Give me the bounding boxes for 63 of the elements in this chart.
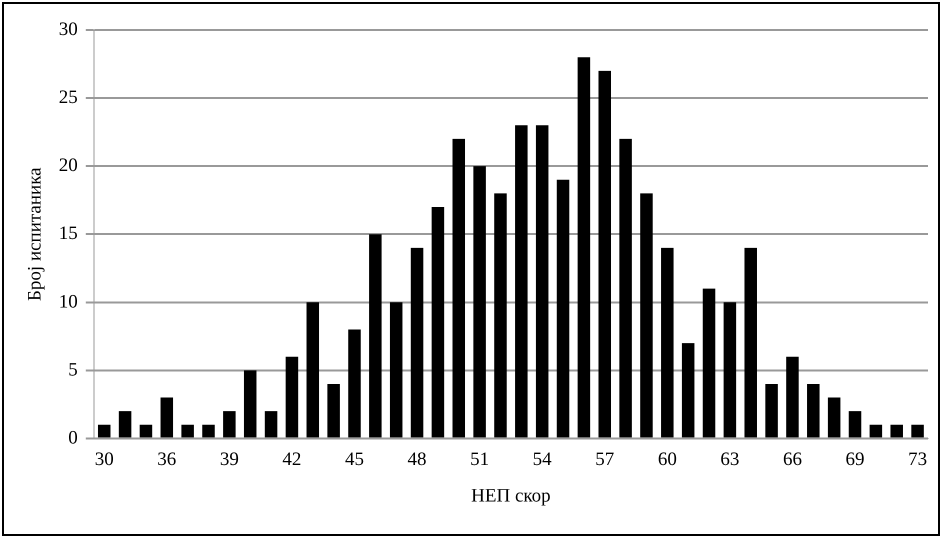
y-tick-label: 10 (58, 291, 78, 312)
bar (348, 329, 361, 438)
bar (515, 125, 528, 438)
bar (494, 193, 507, 438)
bar (786, 356, 799, 438)
x-tick-label: 66 (782, 448, 802, 470)
y-tick-label: 30 (58, 18, 78, 40)
bar (661, 248, 674, 438)
bar (181, 424, 194, 438)
bar (369, 234, 382, 438)
y-axis-title: Број испитаника (24, 166, 46, 301)
bar (724, 302, 736, 438)
y-tick-label: 0 (68, 427, 78, 448)
y-tick-label: 5 (68, 359, 78, 380)
x-tick-label: 39 (220, 448, 239, 470)
x-tick-label: 51 (470, 448, 490, 470)
y-tick-label: 15 (58, 223, 78, 244)
x-tick-label: 63 (720, 448, 740, 470)
bar (306, 302, 320, 438)
x-tick-label: 60 (658, 448, 677, 470)
bar (598, 70, 612, 438)
bar (807, 384, 820, 438)
bar (682, 343, 694, 438)
x-tick-label: 36 (157, 448, 176, 470)
x-axis-title: НЕП скор (471, 486, 551, 507)
bar (160, 398, 174, 438)
bar (327, 384, 340, 438)
x-tick-label: 42 (282, 448, 302, 470)
x-tick-label: 48 (408, 448, 427, 470)
bar (432, 206, 444, 438)
bar (848, 411, 862, 438)
y-tick-label: 25 (58, 87, 78, 108)
bar (202, 424, 215, 438)
bar (98, 424, 110, 438)
bar (765, 384, 778, 438)
x-tick-label: 30 (94, 448, 114, 470)
x-tick-label: 57 (595, 448, 614, 470)
bar (578, 57, 590, 438)
bar (556, 180, 570, 438)
bar (244, 370, 256, 438)
bar (286, 356, 298, 438)
bar (473, 166, 486, 438)
bar (118, 411, 132, 438)
bar (140, 424, 152, 438)
bar (890, 424, 903, 438)
bar (410, 248, 424, 438)
bar (390, 302, 402, 438)
bar (264, 411, 278, 438)
bar (640, 193, 653, 438)
bar (452, 138, 466, 438)
x-tick-label: 69 (846, 448, 865, 470)
bar (870, 424, 882, 438)
x-tick-label: 45 (344, 448, 364, 470)
x-tick-label: 73 (908, 448, 928, 470)
y-tick-label: 20 (58, 155, 78, 176)
x-tick-label: 54 (532, 448, 552, 470)
bar (828, 398, 840, 438)
bar (223, 411, 236, 438)
bar (744, 248, 757, 438)
bar (536, 125, 548, 438)
bar (911, 424, 924, 438)
bar (702, 288, 716, 438)
bar (619, 138, 632, 438)
